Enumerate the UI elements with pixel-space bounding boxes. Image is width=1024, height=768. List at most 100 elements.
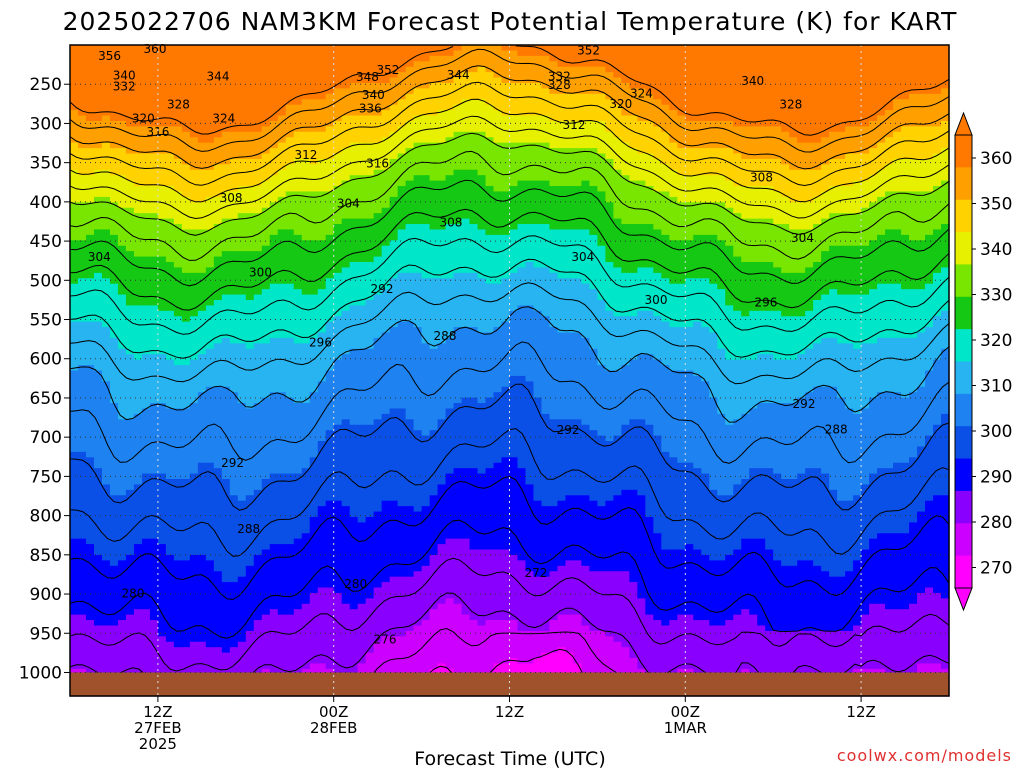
band-cell — [677, 370, 686, 464]
band-cell — [709, 332, 718, 399]
y-tick-label: 500 — [30, 271, 62, 291]
band-cell — [165, 126, 175, 155]
band-cell — [125, 126, 135, 155]
band-cell — [845, 408, 854, 502]
band-cell — [589, 186, 598, 236]
band-cell — [501, 115, 511, 144]
band-cell — [557, 332, 567, 420]
band-cell — [461, 218, 471, 274]
band-cell — [317, 99, 327, 133]
band-cell — [245, 251, 255, 301]
band-cell — [397, 72, 407, 100]
band-cell — [637, 153, 646, 182]
band-cell — [589, 120, 598, 149]
band-cell — [941, 495, 950, 599]
band-cell — [765, 354, 774, 404]
band-cell — [613, 316, 622, 372]
band-cell — [749, 126, 758, 160]
contour-label: 332 — [113, 80, 136, 94]
band-cell — [197, 641, 207, 697]
band-cell — [261, 289, 271, 344]
band-cell — [749, 310, 758, 361]
band-cell — [373, 511, 383, 589]
band-cell — [149, 305, 159, 355]
band-cell — [365, 142, 375, 176]
band-cell — [653, 620, 662, 686]
colorbar-band — [955, 135, 972, 168]
band-cell — [517, 375, 527, 469]
band-cell — [733, 359, 742, 420]
band-cell — [477, 175, 487, 231]
contour-label: 292 — [221, 456, 244, 470]
band-cell — [109, 565, 119, 627]
band-cell — [109, 625, 119, 681]
band-cell — [421, 343, 431, 437]
credit-text[interactable]: coolwx.com/models — [837, 746, 1012, 765]
band-cell — [669, 110, 678, 144]
band-cell — [597, 435, 606, 507]
band-cell — [469, 549, 479, 621]
band-cell — [701, 278, 710, 328]
band-cell — [581, 337, 591, 426]
band-cell — [765, 158, 774, 187]
band-cell — [853, 126, 862, 155]
band-cell — [533, 142, 543, 182]
band-cell — [557, 66, 567, 95]
band-cell — [461, 169, 471, 220]
band-cell — [941, 45, 950, 89]
band-cell — [789, 359, 798, 404]
band-cell — [101, 327, 111, 382]
band-cell — [605, 441, 614, 502]
y-tick-label: 350 — [30, 154, 62, 174]
band-cell — [725, 207, 734, 247]
band-cell — [333, 500, 343, 594]
band-cell — [277, 229, 287, 285]
band-cell — [757, 468, 766, 540]
band-cell — [381, 582, 391, 637]
band-cell — [933, 93, 942, 127]
band-cell — [509, 375, 519, 458]
band-cell — [389, 636, 399, 692]
band-cell — [781, 479, 790, 567]
y-tick-label: 1000 — [19, 663, 62, 683]
band-cell — [517, 55, 527, 84]
band-cell — [837, 397, 846, 502]
colorbar-tick-label: 270 — [980, 559, 1012, 579]
x-tick-label: 28FEB — [310, 719, 357, 737]
band-cell — [101, 381, 111, 486]
band-cell — [213, 45, 223, 138]
band-cell — [117, 620, 127, 681]
band-cell — [893, 533, 902, 610]
band-cell — [773, 560, 782, 632]
band-cell — [373, 213, 383, 258]
band-cell — [565, 614, 575, 654]
band-cell — [469, 131, 479, 171]
band-cell — [909, 240, 918, 290]
band-cell — [301, 99, 311, 133]
band-cell — [213, 468, 223, 572]
band-cell — [261, 180, 271, 209]
band-cell — [597, 191, 606, 247]
band-cell — [709, 202, 718, 236]
band-cell — [925, 45, 934, 95]
band-cell — [757, 538, 766, 627]
band-cell — [349, 45, 359, 84]
band-cell — [357, 142, 367, 176]
band-cell — [829, 630, 838, 686]
band-cell — [333, 316, 343, 361]
band-cell — [349, 82, 359, 117]
band-cell — [765, 126, 774, 160]
band-cell — [533, 267, 543, 312]
band-cell — [453, 45, 463, 52]
band-cell — [909, 457, 918, 523]
band-cell — [837, 245, 846, 296]
band-cell — [693, 278, 702, 323]
band-cell — [781, 630, 790, 692]
band-cell — [293, 191, 303, 236]
band-cell — [813, 630, 822, 675]
band-cell — [509, 554, 519, 621]
band-cell — [253, 343, 263, 404]
band-cell — [341, 88, 351, 117]
band-cell — [70, 110, 79, 144]
band-cell — [373, 169, 383, 214]
